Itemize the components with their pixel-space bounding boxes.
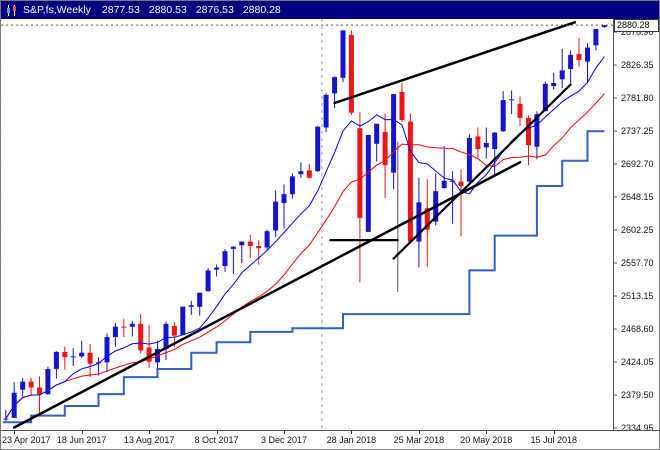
time-axis-label: 13 Aug 2017 xyxy=(123,435,175,445)
price-axis-label: 2692.70 xyxy=(621,159,654,169)
time-axis-tick xyxy=(149,431,150,434)
candles[interactable] xyxy=(3,24,607,423)
step-support-line[interactable] xyxy=(2,130,605,424)
price-axis-label: 2334.95 xyxy=(621,423,654,433)
time-axis-tick xyxy=(14,431,15,434)
current-price-tag: 2880.28 xyxy=(614,19,659,33)
time-axis-tick xyxy=(82,431,83,434)
ohlc-close: 2880.28 xyxy=(242,4,281,16)
price-axis-label: 2557.70 xyxy=(621,258,654,268)
candlestick-chart[interactable] xyxy=(1,19,660,431)
price-axis-label: 2781.80 xyxy=(621,93,654,103)
price-axis-label: 2513.15 xyxy=(621,291,654,301)
time-axis-tick xyxy=(486,431,487,434)
time-axis-label: 8 Oct 2017 xyxy=(194,435,239,445)
ohlc-high: 2880.53 xyxy=(148,4,187,16)
price-axis-label: 2737.25 xyxy=(621,126,654,136)
chart-plot-area[interactable]: 2870.902826.352781.802737.252692.702648.… xyxy=(1,19,660,433)
ohlc-open: 2877.53 xyxy=(101,4,140,16)
trendlines[interactable] xyxy=(12,21,577,429)
time-axis-label: 23 Apr 2017 xyxy=(2,435,51,445)
ma-slow-line xyxy=(5,93,605,419)
time-axis-tick xyxy=(217,431,218,434)
time-axis-label: 25 Mar 2018 xyxy=(393,435,445,445)
price-axis-label: 2648.15 xyxy=(621,192,654,202)
chart-icon xyxy=(6,4,18,16)
time-axis-label: 28 Jan 2018 xyxy=(326,435,377,445)
price-axis-label: 2602.25 xyxy=(621,225,654,235)
time-axis-label: 20 May 2018 xyxy=(460,435,513,445)
time-axis-label: 18 Jun 2017 xyxy=(56,435,107,445)
time-axis-tick xyxy=(284,431,285,434)
ohlc-low: 2876.53 xyxy=(195,4,234,16)
time-axis-label: 15 Jul 2018 xyxy=(530,435,578,445)
chart-symbol-title: S&P,fs,Weekly xyxy=(23,4,91,16)
price-axis-label: 2424.05 xyxy=(621,357,654,367)
time-axis-tick xyxy=(554,431,555,434)
price-axis-label: 2379.50 xyxy=(621,390,654,400)
time-axis-tick xyxy=(419,431,420,434)
time-axis-label: 3 Dec 2017 xyxy=(260,435,308,445)
price-axis-label: 2826.35 xyxy=(621,60,654,70)
ma-fast-line xyxy=(5,56,605,419)
price-axis-label: 2468.60 xyxy=(621,324,654,334)
time-axis-tick xyxy=(351,431,352,434)
chart-title-bar[interactable]: S&P,fs,Weekly 2877.53 2880.53 2876.53 28… xyxy=(1,1,659,20)
time-axis[interactable]: 23 Apr 2017 18 Jun 2017 13 Aug 2017 8 Oct 2… xyxy=(1,430,659,449)
